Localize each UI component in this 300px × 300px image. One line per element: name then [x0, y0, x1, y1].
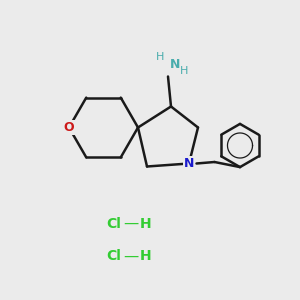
Text: H: H — [180, 65, 189, 76]
Text: —: — — [123, 216, 138, 231]
Text: O: O — [64, 121, 74, 134]
Text: H: H — [140, 250, 151, 263]
Text: H: H — [140, 217, 151, 230]
Text: Cl: Cl — [106, 217, 122, 230]
Text: Cl: Cl — [106, 250, 122, 263]
Text: N: N — [184, 157, 194, 170]
Text: —: — — [123, 249, 138, 264]
Text: H: H — [156, 52, 165, 62]
Text: N: N — [169, 58, 180, 71]
